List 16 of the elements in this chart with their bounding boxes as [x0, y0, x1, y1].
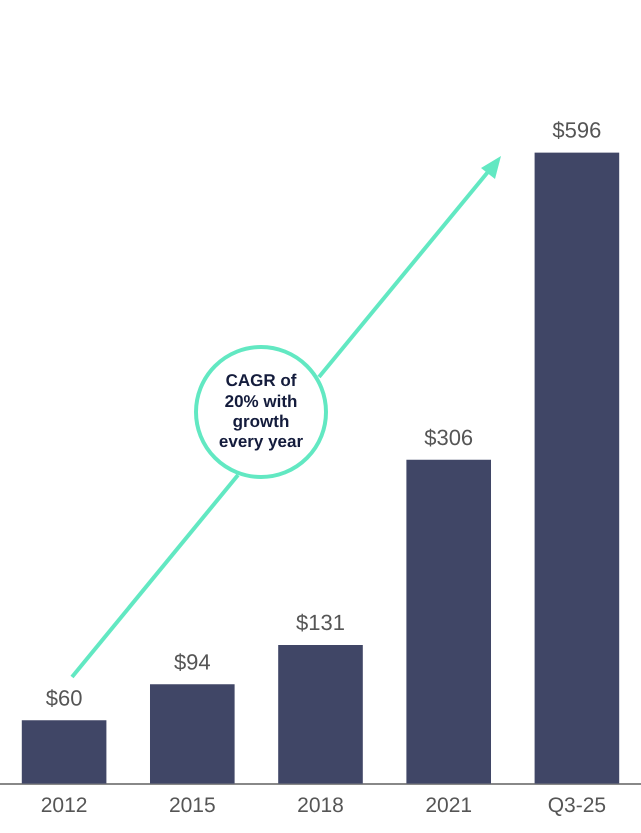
data-label: $306	[424, 424, 474, 450]
data-label: $596	[552, 118, 602, 143]
x-tick-label: 2021	[425, 794, 472, 818]
bar	[534, 152, 620, 784]
data-label: $60	[46, 685, 82, 710]
bar	[22, 720, 106, 784]
x-tick-label: 2012	[40, 794, 88, 818]
annotation: CAGR of 20% with growth every year	[218, 371, 304, 453]
x-tick-label: Q3-25	[548, 794, 606, 818]
bar	[150, 684, 235, 784]
x-tick-label: 2018	[297, 794, 344, 818]
bar	[406, 460, 492, 784]
bar	[278, 645, 363, 784]
data-label: $94	[174, 649, 211, 674]
x-tick-label: 2015	[168, 794, 216, 818]
data-label: $131	[296, 610, 345, 636]
